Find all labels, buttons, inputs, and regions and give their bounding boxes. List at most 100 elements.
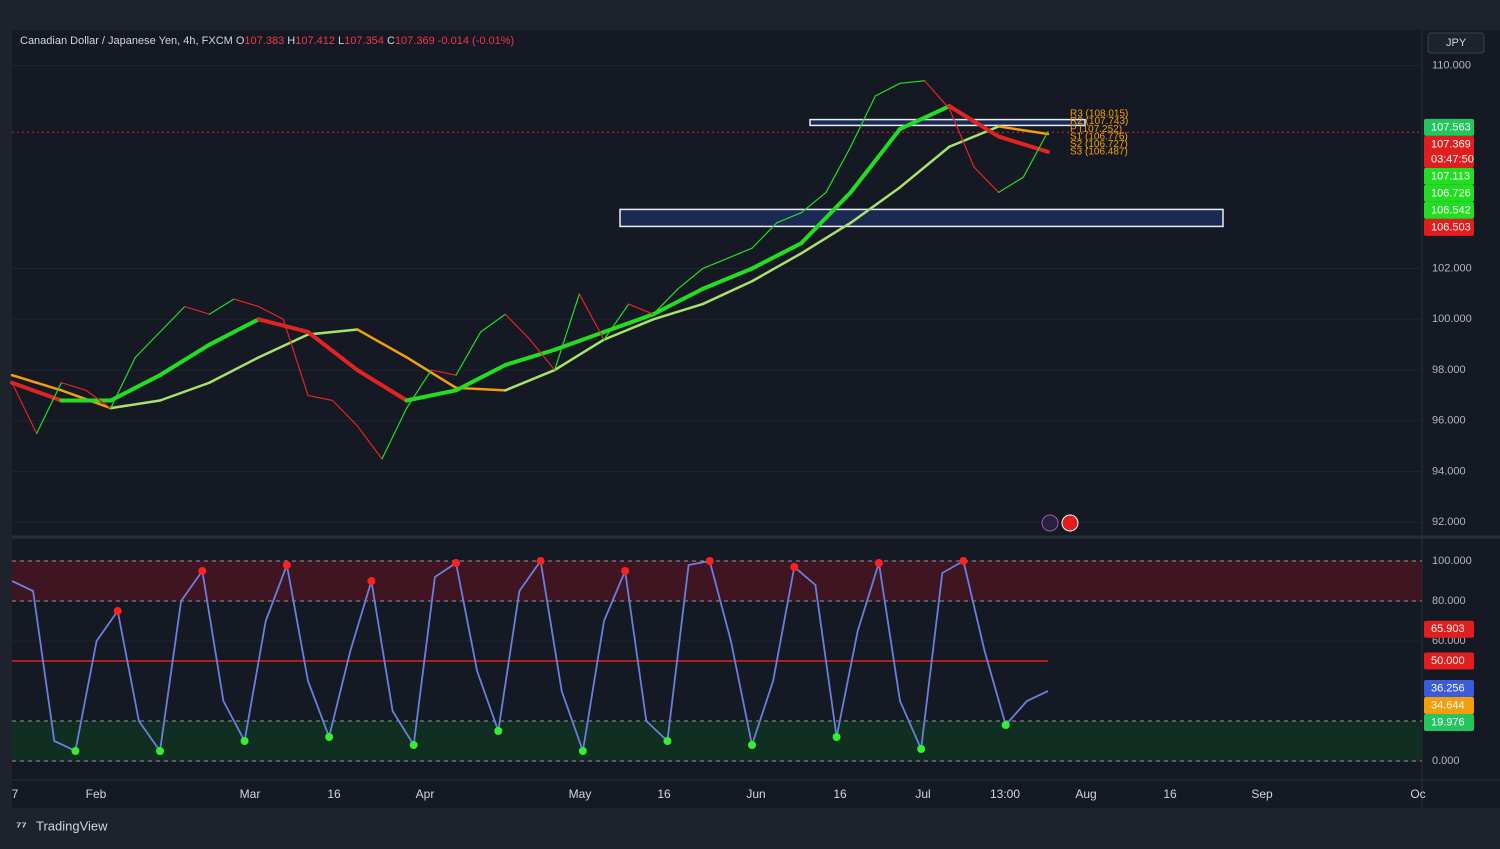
price-badge-label: 50.000 <box>1431 655 1465 667</box>
peak-dot <box>198 567 207 575</box>
line-segment <box>799 190 853 246</box>
legend-text: 107.383 <box>244 35 287 47</box>
x-tick-label: 16 <box>327 787 341 801</box>
legend-text: 107.354 <box>344 35 387 47</box>
price-badge-label: 36.256 <box>1431 682 1465 694</box>
line-segment <box>701 279 754 306</box>
y-tick-label: 92.000 <box>1432 516 1466 528</box>
legend-text: O <box>236 35 245 47</box>
event-icon[interactable] <box>1041 514 1059 532</box>
currency-box[interactable] <box>1427 32 1485 54</box>
pivot-label: S3 (106.487) <box>1070 147 1128 158</box>
line-segment <box>11 382 38 435</box>
x-tick-label: Jun <box>746 787 765 801</box>
price-badge-label: 107.113 <box>1431 170 1470 182</box>
trough-dot <box>1001 721 1010 729</box>
legend-text: Canadian Dollar / Japanese Yen, 4h, FXCM <box>20 35 236 47</box>
line-segment <box>504 313 531 341</box>
line-segment <box>110 356 136 409</box>
x-tick-label: Feb <box>86 787 107 801</box>
line-segment <box>306 329 360 373</box>
peak-dot <box>874 559 883 567</box>
line-segment <box>899 80 926 84</box>
line-segment <box>134 331 161 358</box>
x-tick-label: Mar <box>240 787 261 801</box>
price-badge <box>1424 620 1474 638</box>
peak-dot <box>621 567 630 575</box>
peak-dot <box>790 563 799 571</box>
price-badge <box>1424 218 1474 236</box>
price-badge <box>1424 118 1474 136</box>
legend-text: 107.412 <box>295 35 338 47</box>
y-tick-label: 94.000 <box>1432 465 1466 477</box>
x-tick-label: 16 <box>833 787 847 801</box>
line-segment <box>750 241 804 271</box>
price-badge-label: 34.644 <box>1431 699 1465 711</box>
currency[interactable]: JPY <box>1446 37 1467 49</box>
line-segment <box>848 126 902 195</box>
price-badge <box>1424 652 1474 670</box>
pivot-label: R3 (108.015) <box>1070 109 1128 120</box>
peak-dot <box>536 557 545 565</box>
y-tick-label: 0.000 <box>1432 755 1460 767</box>
x-tick-label: Jul <box>915 787 930 801</box>
line-segment <box>10 373 63 392</box>
price-badge-label: 106.726 <box>1431 187 1471 199</box>
x-tick-label: Aug <box>1075 787 1096 801</box>
line-segment <box>898 104 952 131</box>
trough-dot <box>494 727 503 735</box>
countdown: 03:47:50 <box>1431 153 1474 165</box>
trough-dot <box>832 733 841 741</box>
line-segment <box>750 252 803 283</box>
trough-dot <box>71 747 80 755</box>
line-segment <box>306 328 359 336</box>
x-tick-label: 16 <box>657 787 671 801</box>
price-badge <box>1424 679 1474 697</box>
y-tick-label: 102.000 <box>1432 262 1472 274</box>
line-segment <box>700 266 754 291</box>
line-segment <box>552 329 606 352</box>
line-segment <box>208 356 260 384</box>
trough-dot <box>240 737 249 745</box>
line-segment <box>948 108 975 168</box>
line-segment <box>996 134 1050 154</box>
y-tick-label: 100.000 <box>1432 313 1472 325</box>
line-segment <box>36 382 62 435</box>
y-tick-label: 80.000 <box>1432 595 1466 607</box>
band <box>12 721 1422 761</box>
trough-dot <box>748 741 756 749</box>
x-tick-label: Sep <box>1251 787 1273 801</box>
price-badge-label: 65.903 <box>1431 623 1465 635</box>
line-segment <box>652 302 704 321</box>
line-segment <box>578 293 605 341</box>
line-segment <box>257 333 310 359</box>
line-segment <box>677 267 704 290</box>
trough-dot <box>325 733 334 741</box>
x-tick-label: Apr <box>416 787 435 801</box>
peak-dot <box>113 607 122 615</box>
legend-text: C <box>387 35 395 47</box>
line-segment <box>503 347 557 367</box>
line-segment <box>60 382 87 391</box>
price-badge <box>1424 167 1474 185</box>
price-badge <box>1424 713 1474 731</box>
line-segment <box>998 176 1024 194</box>
price-badge <box>1424 135 1474 168</box>
line-segment <box>10 380 64 403</box>
y-tick-label: 110.000 <box>1432 59 1471 71</box>
event-icon[interactable] <box>1061 514 1079 532</box>
price-badge-label: 106.542 <box>1431 204 1471 216</box>
price-badge <box>1424 696 1474 714</box>
line-segment <box>159 306 186 333</box>
line-segment <box>381 407 408 460</box>
x-tick-label: May <box>569 787 592 801</box>
line-segment <box>973 166 1000 194</box>
x-tick-label: 7 <box>12 787 19 801</box>
y-tick-label: 100.000 <box>1432 555 1472 567</box>
peak-dot <box>452 559 460 567</box>
trough-dot <box>578 747 587 755</box>
logo: ⁷⁷ <box>16 818 27 833</box>
line-segment <box>108 373 162 403</box>
